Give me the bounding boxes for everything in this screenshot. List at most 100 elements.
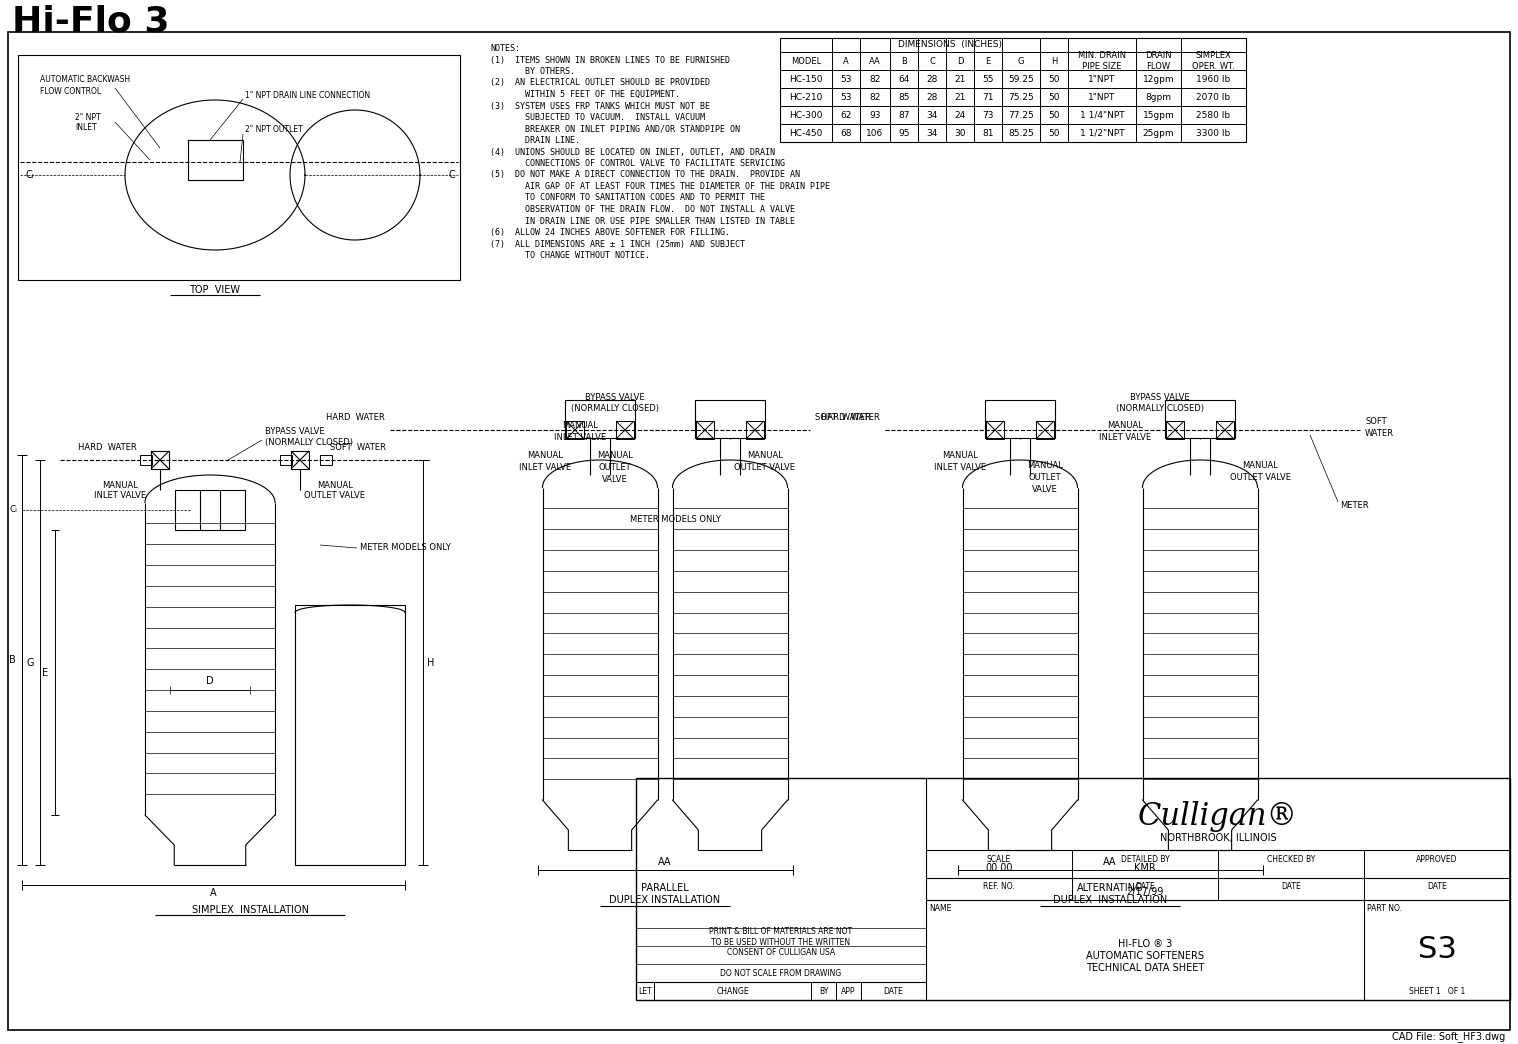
Text: TO CHANGE WITHOUT NOTICE.: TO CHANGE WITHOUT NOTICE. xyxy=(490,251,650,260)
Text: SHEET 1   OF 1: SHEET 1 OF 1 xyxy=(1409,988,1465,997)
Text: 55: 55 xyxy=(982,74,994,84)
Text: SOFT  WATER: SOFT WATER xyxy=(815,413,871,423)
Text: CHANGE: CHANGE xyxy=(716,987,748,996)
Text: REF. NO.: REF. NO. xyxy=(984,882,1016,891)
Text: SOFT  WATER: SOFT WATER xyxy=(329,444,386,452)
Text: (2)  AN ELECTRICAL OUTLET SHOULD BE PROVIDED: (2) AN ELECTRICAL OUTLET SHOULD BE PROVI… xyxy=(490,78,710,88)
Text: A: A xyxy=(209,888,217,898)
Text: 53: 53 xyxy=(841,93,852,101)
Text: D: D xyxy=(206,677,214,687)
Text: Hi-Flo 3: Hi-Flo 3 xyxy=(12,5,170,39)
Text: 30: 30 xyxy=(955,128,965,138)
Text: VALVE: VALVE xyxy=(1032,484,1058,494)
Bar xyxy=(566,421,584,438)
Text: DETAILED BY: DETAILED BY xyxy=(1120,855,1169,864)
Text: FLOW CONTROL: FLOW CONTROL xyxy=(39,87,102,95)
Text: OUTLET VALVE: OUTLET VALVE xyxy=(305,491,366,499)
Text: AA: AA xyxy=(870,56,880,66)
Bar xyxy=(636,778,1510,1000)
Text: (6)  ALLOW 24 INCHES ABOVE SOFTENER FOR FILLING.: (6) ALLOW 24 INCHES ABOVE SOFTENER FOR F… xyxy=(490,228,730,237)
Text: SOFT: SOFT xyxy=(1365,418,1386,427)
Text: 50: 50 xyxy=(1049,128,1060,138)
Text: LET: LET xyxy=(638,987,651,996)
Bar xyxy=(140,455,152,465)
Text: KMR: KMR xyxy=(1134,863,1155,873)
Text: G: G xyxy=(26,658,33,667)
Text: 82: 82 xyxy=(870,93,880,101)
Text: VALVE: VALVE xyxy=(603,475,628,483)
Text: DATE: DATE xyxy=(1281,882,1301,891)
Text: WITHIN 5 FEET OF THE EQUIPMENT.: WITHIN 5 FEET OF THE EQUIPMENT. xyxy=(490,90,680,99)
Bar xyxy=(695,400,765,438)
Text: CHECKED BY: CHECKED BY xyxy=(1268,855,1315,864)
Text: 2" NPT OUTLET: 2" NPT OUTLET xyxy=(244,125,302,135)
Bar xyxy=(695,421,713,438)
Text: NAME: NAME xyxy=(929,904,952,914)
Text: HC-210: HC-210 xyxy=(789,93,823,101)
Text: (5)  DO NOT MAKE A DIRECT CONNECTION TO THE DRAIN.  PROVIDE AN: (5) DO NOT MAKE A DIRECT CONNECTION TO T… xyxy=(490,170,800,180)
Text: A: A xyxy=(842,56,849,66)
Text: G: G xyxy=(1017,56,1025,66)
Text: BREAKER ON INLET PIPING AND/OR STANDPIPE ON: BREAKER ON INLET PIPING AND/OR STANDPIPE… xyxy=(490,124,739,134)
Text: 15gpm: 15gpm xyxy=(1143,111,1175,119)
Text: METER: METER xyxy=(1340,500,1369,509)
Text: E: E xyxy=(985,56,991,66)
Text: PARALLEL: PARALLEL xyxy=(641,883,689,893)
Text: OUTLET VALVE: OUTLET VALVE xyxy=(735,462,795,472)
Text: DIMENSIONS  (INCHES): DIMENSIONS (INCHES) xyxy=(899,41,1002,49)
Text: OUTLET VALVE: OUTLET VALVE xyxy=(1230,473,1290,481)
Text: CONNECTIONS OF CONTROL VALVE TO FACILITATE SERVICING: CONNECTIONS OF CONTROL VALVE TO FACILITA… xyxy=(490,159,785,168)
Text: 2/17/99: 2/17/99 xyxy=(1126,887,1164,897)
Text: MANUAL: MANUAL xyxy=(102,480,138,490)
Bar xyxy=(616,421,635,438)
Text: SUBJECTED TO VACUUM.  INSTALL VACUUM: SUBJECTED TO VACUUM. INSTALL VACUUM xyxy=(490,113,704,122)
Text: SIMPLEX
OPER. WT.: SIMPLEX OPER. WT. xyxy=(1192,51,1234,71)
Bar xyxy=(175,490,244,530)
Bar xyxy=(279,455,291,465)
Text: MANUAL: MANUAL xyxy=(1242,460,1278,470)
Text: HARD  WATER: HARD WATER xyxy=(326,413,386,423)
Text: WATER: WATER xyxy=(1365,429,1394,438)
Text: BYPASS VALVE: BYPASS VALVE xyxy=(1131,394,1190,403)
Text: Cₗ: Cₗ xyxy=(26,170,35,180)
Text: HARD  WATER: HARD WATER xyxy=(821,413,880,423)
Text: B: B xyxy=(902,56,906,66)
Text: 53: 53 xyxy=(841,74,852,84)
Text: INLET VALVE: INLET VALVE xyxy=(519,462,571,472)
Text: HC-150: HC-150 xyxy=(789,74,823,84)
Text: (NORMALLY CLOSED): (NORMALLY CLOSED) xyxy=(1116,403,1204,412)
Text: CAD File: Soft_HF3.dwg: CAD File: Soft_HF3.dwg xyxy=(1392,1031,1504,1043)
Bar xyxy=(1166,421,1184,438)
Bar xyxy=(1164,400,1236,438)
Text: 85: 85 xyxy=(899,93,909,101)
Text: E: E xyxy=(43,667,49,678)
Text: Culligan®: Culligan® xyxy=(1138,801,1298,831)
Text: BY OTHERS.: BY OTHERS. xyxy=(490,67,575,76)
Text: 21: 21 xyxy=(955,74,965,84)
Text: DUPLEX  INSTALLATION: DUPLEX INSTALLATION xyxy=(1053,895,1167,905)
Text: IN DRAIN LINE OR USE PIPE SMALLER THAN LISTED IN TABLE: IN DRAIN LINE OR USE PIPE SMALLER THAN L… xyxy=(490,216,795,226)
Text: 3300 lb: 3300 lb xyxy=(1196,128,1231,138)
Text: 1960 lb: 1960 lb xyxy=(1196,74,1231,84)
Text: 1" NPT DRAIN LINE CONNECTION: 1" NPT DRAIN LINE CONNECTION xyxy=(244,91,370,99)
Text: SCALE: SCALE xyxy=(987,855,1011,864)
Text: AA: AA xyxy=(1104,857,1117,867)
Text: MIN. DRAIN
PIPE SIZE: MIN. DRAIN PIPE SIZE xyxy=(1078,51,1126,71)
Text: 12gpm: 12gpm xyxy=(1143,74,1175,84)
Bar xyxy=(987,421,1003,438)
Bar xyxy=(150,451,168,469)
Text: 106: 106 xyxy=(867,128,883,138)
Text: C: C xyxy=(929,56,935,66)
Text: OUTLET: OUTLET xyxy=(1029,473,1061,481)
Text: 25gpm: 25gpm xyxy=(1143,128,1175,138)
Text: S3: S3 xyxy=(1418,935,1456,965)
Text: BYPASS VALVE: BYPASS VALVE xyxy=(266,427,325,436)
Text: 1"NPT: 1"NPT xyxy=(1088,93,1116,101)
Text: 77.25: 77.25 xyxy=(1008,111,1034,119)
Text: 73: 73 xyxy=(982,111,994,119)
Text: TOP  VIEW: TOP VIEW xyxy=(190,285,240,295)
Text: 1"NPT: 1"NPT xyxy=(1088,74,1116,84)
Text: 50: 50 xyxy=(1049,111,1060,119)
Text: MANUAL: MANUAL xyxy=(597,451,633,459)
Text: NOTES:: NOTES: xyxy=(490,44,521,53)
